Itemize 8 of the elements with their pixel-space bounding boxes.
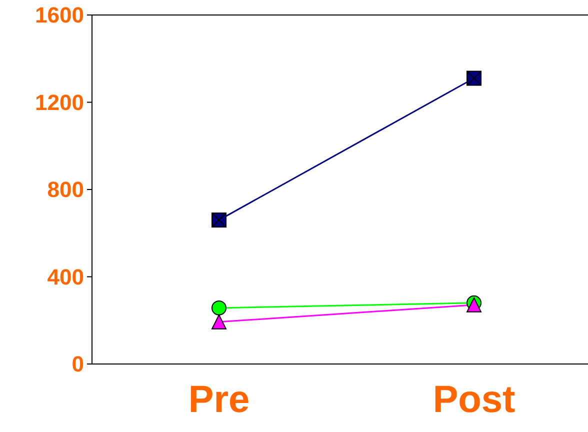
y-tick-label: 1200 xyxy=(35,90,84,115)
y-tick-label: 1600 xyxy=(35,2,84,28)
x-tick-label: Post xyxy=(432,379,516,421)
x-tick-label: Pre xyxy=(188,379,250,421)
y-tick-label: 800 xyxy=(47,177,84,202)
y-tick-label: 400 xyxy=(47,264,84,290)
y-tick-label: 0 xyxy=(72,352,84,377)
point xyxy=(212,300,226,316)
